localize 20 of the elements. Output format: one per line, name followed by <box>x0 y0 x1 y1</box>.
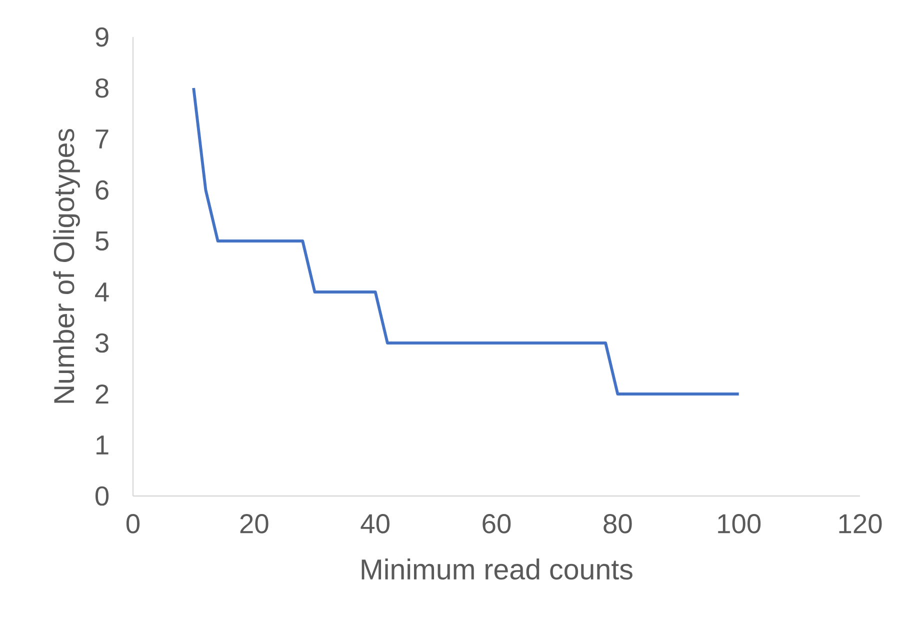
y-tick-label: 1 <box>96 436 108 454</box>
x-tick-label: 60 <box>482 514 511 534</box>
x-axis-title: Minimum read counts <box>362 558 632 580</box>
x-tick-label: 120 <box>839 514 882 534</box>
x-tick-label: 0 <box>126 514 140 534</box>
y-tick-label: 9 <box>96 27 108 47</box>
x-tick-label: 80 <box>604 514 632 534</box>
x-tick-label: 40 <box>360 514 390 534</box>
x-tick-label: 20 <box>240 514 268 534</box>
line-series <box>192 86 740 396</box>
y-tick-label: 2 <box>96 384 108 404</box>
y-tick-label: 7 <box>96 130 108 148</box>
y-tick-label: 0 <box>95 486 109 506</box>
y-tick-label: 8 <box>96 78 108 98</box>
y-tick-label: 4 <box>95 282 109 302</box>
y-axis-title: Number of Oligotypes <box>53 128 80 403</box>
y-tick-label: 6 <box>96 180 108 200</box>
y-tick-label: 5 <box>96 231 108 251</box>
x-tick-label: 100 <box>718 514 761 534</box>
y-tick-label: 3 <box>95 333 108 353</box>
